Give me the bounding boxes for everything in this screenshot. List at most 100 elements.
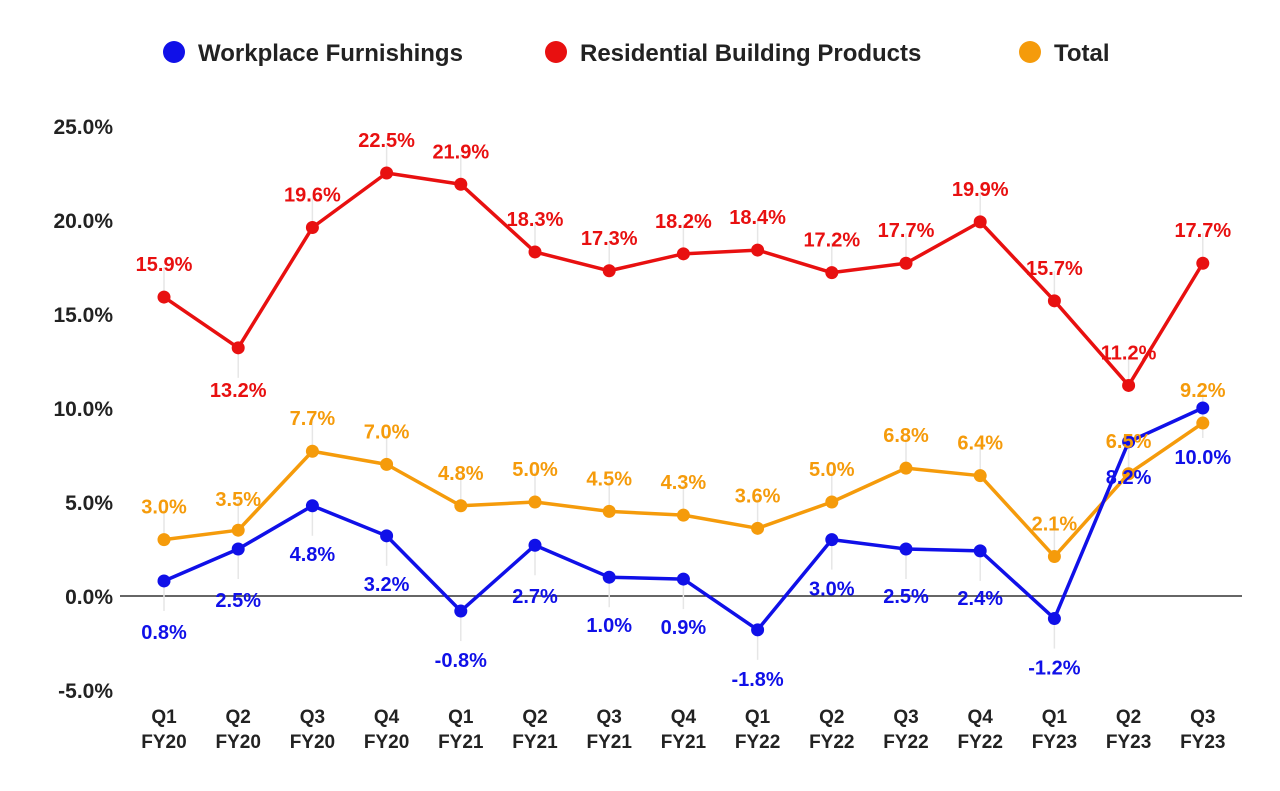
data-label: 4.5%	[586, 468, 632, 490]
x-tick-quarter: Q1	[448, 707, 474, 728]
data-point	[676, 247, 690, 261]
data-point	[1122, 378, 1136, 392]
data-label: 5.0%	[512, 459, 558, 481]
data-point	[1047, 294, 1061, 308]
x-tick-year: FY21	[661, 732, 707, 753]
data-label: 17.7%	[1174, 220, 1231, 242]
data-point	[1196, 416, 1210, 430]
data-label: 8.2%	[1106, 467, 1152, 489]
data-label: 17.3%	[581, 228, 638, 250]
data-point	[231, 542, 245, 556]
y-tick-label-5: 0.0%	[65, 586, 113, 609]
legend-marker-0	[163, 41, 185, 63]
x-tick-year: FY23	[1106, 732, 1151, 753]
data-point	[157, 574, 171, 588]
legend-label-0: Workplace Furnishings	[198, 40, 463, 67]
x-tick-year: FY20	[215, 732, 260, 753]
data-label: 6.4%	[957, 433, 1003, 455]
data-point	[602, 264, 616, 278]
y-tick-label-1: 20.0%	[53, 210, 113, 233]
x-tick-year: FY23	[1180, 732, 1225, 753]
series-points	[157, 166, 1210, 637]
data-label: 7.0%	[364, 421, 410, 443]
x-tick-year: FY22	[883, 732, 928, 753]
data-label: 1.0%	[586, 615, 632, 637]
data-point	[305, 221, 319, 235]
x-tick-quarter: Q3	[597, 707, 622, 728]
y-tick-label-6: -5.0%	[58, 680, 113, 703]
data-label: 3.5%	[215, 489, 261, 511]
data-point	[1047, 550, 1061, 564]
x-tick-quarter: Q2	[522, 707, 547, 728]
data-label: 15.7%	[1026, 258, 1083, 280]
x-axis: Q1 FY20 Q2 FY20 Q3 FY20 Q4 FY20 Q1 FY21 Q2 FY21 Q3 FY…	[141, 707, 1225, 753]
data-point	[528, 495, 542, 509]
x-tick-quarter: Q3	[893, 707, 918, 728]
data-label: 7.7%	[290, 408, 336, 430]
y-axis: 25.0% 20.0% 15.0% 10.0% 5.0% 0.0% -5.0%	[53, 116, 113, 703]
data-point	[1122, 435, 1136, 449]
legend: Workplace Furnishings Residential Buildin…	[163, 40, 1110, 67]
data-label: 3.0%	[809, 579, 855, 601]
data-label: 17.7%	[878, 220, 935, 242]
x-tick-quarter: Q3	[300, 707, 325, 728]
y-tick-label-2: 15.0%	[53, 304, 113, 327]
data-label: 2.5%	[215, 590, 261, 612]
data-point	[602, 570, 616, 584]
data-point	[454, 177, 468, 191]
data-label: 15.9%	[136, 254, 193, 276]
x-tick-quarter: Q3	[1190, 707, 1215, 728]
data-point	[825, 495, 839, 509]
data-label: 0.9%	[661, 617, 707, 639]
data-point	[1196, 256, 1210, 270]
legend-marker-2	[1019, 41, 1041, 63]
data-point	[676, 508, 690, 522]
data-label: 19.6%	[284, 185, 341, 207]
x-tick-quarter: Q1	[745, 707, 771, 728]
data-point	[157, 533, 171, 547]
data-labels: 3.0% 3.5% 7.7% 7.0% 4.8% 5.0% 4.5% 4.3% 3.6% 5.0%…	[136, 130, 1232, 691]
data-label: 13.2%	[210, 380, 267, 402]
data-point	[305, 444, 319, 458]
x-tick-quarter: Q2	[1116, 707, 1141, 728]
x-tick-year: FY21	[586, 732, 632, 753]
data-point	[1122, 467, 1136, 481]
data-label: 6.5%	[1106, 431, 1152, 453]
data-label: 11.2%	[1101, 342, 1157, 364]
legend-marker-1	[545, 41, 567, 63]
data-label: 3.2%	[364, 574, 410, 596]
data-label: 0.8%	[141, 622, 187, 644]
x-tick-year: FY23	[1032, 732, 1077, 753]
x-tick-year: FY20	[290, 732, 335, 753]
data-label: -1.8%	[731, 669, 783, 691]
data-label: 21.9%	[432, 141, 489, 163]
data-point	[305, 499, 319, 513]
data-point	[380, 166, 394, 180]
data-label: 2.7%	[512, 586, 558, 608]
data-label: 9.2%	[1180, 380, 1226, 402]
data-label: 18.2%	[655, 211, 712, 233]
legend-label-2: Total	[1054, 40, 1110, 67]
data-point	[380, 457, 394, 471]
x-tick-year: FY21	[512, 732, 558, 753]
data-point	[380, 529, 394, 543]
data-point	[676, 572, 690, 586]
data-label: 2.4%	[957, 588, 1003, 610]
x-tick-quarter: Q1	[1042, 707, 1068, 728]
data-point	[231, 523, 245, 537]
x-tick-quarter: Q4	[968, 707, 994, 728]
data-point	[973, 544, 987, 558]
data-point	[528, 245, 542, 259]
data-label: 2.1%	[1032, 514, 1078, 536]
data-point	[528, 538, 542, 552]
data-label: 17.2%	[803, 230, 860, 252]
x-tick-year: FY21	[438, 732, 484, 753]
legend-label-1: Residential Building Products	[580, 40, 921, 67]
data-point	[825, 533, 839, 547]
data-label: 5.0%	[809, 459, 855, 481]
x-tick-quarter: Q4	[671, 707, 697, 728]
data-label: 3.6%	[735, 485, 781, 507]
data-label: 2.5%	[883, 586, 929, 608]
data-label: 18.4%	[729, 207, 786, 229]
